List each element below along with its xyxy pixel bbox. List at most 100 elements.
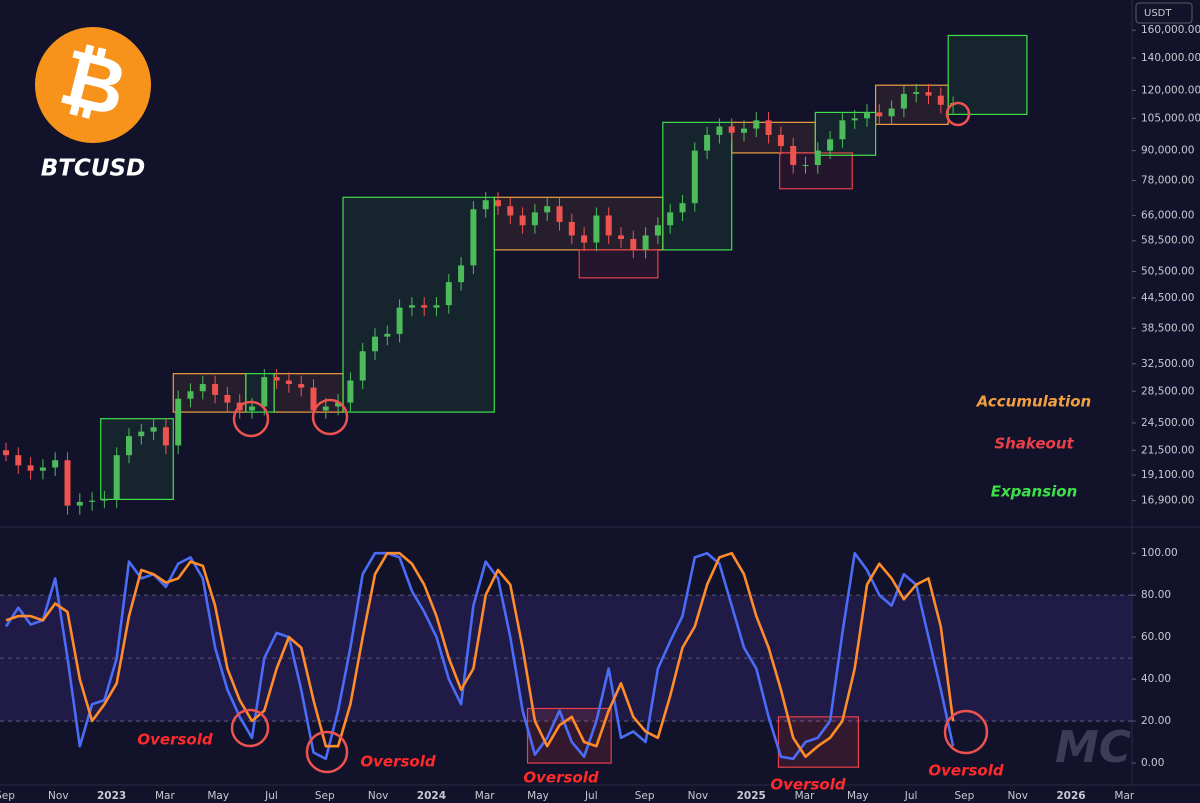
- candle-body: [408, 305, 415, 308]
- y-tick-label: 90,000.00: [1141, 145, 1194, 157]
- candle-body: [581, 235, 588, 243]
- y-tick-label: 0.00: [1141, 757, 1164, 769]
- annotation: Oversold: [360, 753, 435, 771]
- candle-body: [925, 92, 932, 96]
- candle-body: [64, 460, 71, 506]
- candle-body: [605, 215, 612, 236]
- watermark: MC: [1055, 722, 1131, 773]
- candle-body: [310, 387, 317, 411]
- x-tick-label: Sep: [315, 790, 335, 802]
- zone-box: [245, 373, 275, 413]
- x-tick-label: 2025: [737, 790, 766, 802]
- x-tick-label: Jul: [904, 790, 918, 802]
- candle-body: [790, 145, 797, 166]
- candle-body: [741, 128, 747, 133]
- candle-body: [568, 221, 575, 236]
- zone-box: [100, 418, 174, 501]
- candle-body: [101, 499, 108, 501]
- candle-body: [445, 282, 452, 306]
- x-tick-label: Mar: [475, 790, 495, 802]
- candle-body: [359, 351, 366, 381]
- legend-label: Shakeout: [994, 435, 1074, 453]
- annotation: Oversold: [523, 769, 598, 787]
- y-tick-label: 24,500.00: [1141, 417, 1194, 429]
- zone-box: [172, 373, 247, 413]
- marker-circle: [311, 398, 349, 436]
- marker-circle: [945, 101, 971, 127]
- candle-body: [888, 108, 895, 117]
- zone-box: [273, 373, 344, 413]
- candle-body: [224, 394, 231, 403]
- candle-body: [495, 200, 501, 207]
- x-tick-label: Sep: [0, 790, 15, 802]
- candle-body: [839, 120, 846, 140]
- x-tick-label: Sep: [635, 790, 655, 802]
- y-tick-label: 40.00: [1141, 673, 1171, 685]
- stoch-line: [5, 551, 955, 758]
- y-tick-label: 21,500.00: [1141, 444, 1194, 456]
- candle-body: [458, 265, 465, 283]
- candle-body: [851, 118, 858, 121]
- y-tick-label: 28,500.00: [1141, 385, 1194, 397]
- candle-body: [433, 305, 440, 308]
- candle-body: [261, 377, 268, 407]
- y-tick-label: 140,000.00: [1141, 52, 1200, 64]
- x-tick-label: Nov: [1007, 790, 1028, 802]
- y-tick-label: 160,000.00: [1141, 24, 1200, 36]
- currency-box: [1135, 2, 1193, 24]
- candle-body: [199, 384, 206, 392]
- zone-box: [814, 111, 877, 156]
- currency: USDT: [1144, 8, 1172, 19]
- candle-body: [937, 95, 944, 105]
- logo: ₿ BTCUSD: [35, 27, 151, 182]
- stoch-line: [4, 551, 955, 761]
- x-tick-label: Sep: [955, 790, 975, 802]
- marker-circle: [943, 709, 989, 755]
- candle-body: [113, 455, 120, 500]
- x-tick-label: Jul: [584, 790, 598, 802]
- candle-body: [630, 238, 637, 250]
- candle-body: [519, 215, 526, 226]
- candle-body: [765, 120, 772, 135]
- y-tick-label: 120,000.00: [1141, 84, 1200, 96]
- candle-body: [716, 126, 723, 135]
- candle-body: [531, 212, 538, 226]
- candle-body: [544, 206, 551, 213]
- x-tick-label: May: [847, 790, 869, 802]
- y-tick-label: 58,500.00: [1141, 235, 1194, 247]
- y-tick-label: 32,500.00: [1141, 358, 1194, 370]
- x-tick-label: 2026: [1056, 790, 1085, 802]
- annotation: Oversold: [928, 762, 1003, 780]
- x-tick-label: Mar: [155, 790, 175, 802]
- candle-body: [126, 436, 132, 456]
- zone-box: [731, 121, 816, 154]
- zone-box: [578, 249, 659, 279]
- y-tick-label: 44,500.00: [1141, 292, 1194, 304]
- x-tick-label: Jul: [264, 790, 278, 802]
- x-tick-label: Mar: [1114, 790, 1134, 802]
- candle-body: [618, 235, 624, 239]
- y-tick-label: 105,000.00: [1141, 112, 1200, 124]
- candle-body: [249, 406, 255, 411]
- candle-body: [89, 500, 96, 502]
- candle-body: [667, 212, 674, 226]
- candle-body: [470, 209, 477, 266]
- candle-body: [285, 380, 292, 385]
- stoch-pane: 100.00 80.00 60.00 40.00 20.00 0.00 Oversold Ov…: [0, 547, 1178, 802]
- ticker: BTCUSD: [41, 156, 145, 182]
- y-tick-label: 38,500.00: [1141, 322, 1194, 334]
- price-pane: 160,000.00 140,000.00 120,000.00 105,000.00…: [3, 24, 1200, 515]
- candle-body: [753, 120, 760, 129]
- y-tick-label: 19,100.00: [1141, 469, 1194, 481]
- candle-body: [654, 225, 661, 236]
- candle-body: [175, 398, 182, 446]
- legend-label: Expansion: [991, 483, 1078, 501]
- annotation: Oversold: [770, 776, 845, 794]
- candle-body: [76, 501, 83, 506]
- candle-body: [876, 112, 883, 117]
- y-tick-label: 66,000.00: [1141, 209, 1194, 221]
- candle-body: [372, 336, 378, 352]
- candle-body: [27, 465, 34, 471]
